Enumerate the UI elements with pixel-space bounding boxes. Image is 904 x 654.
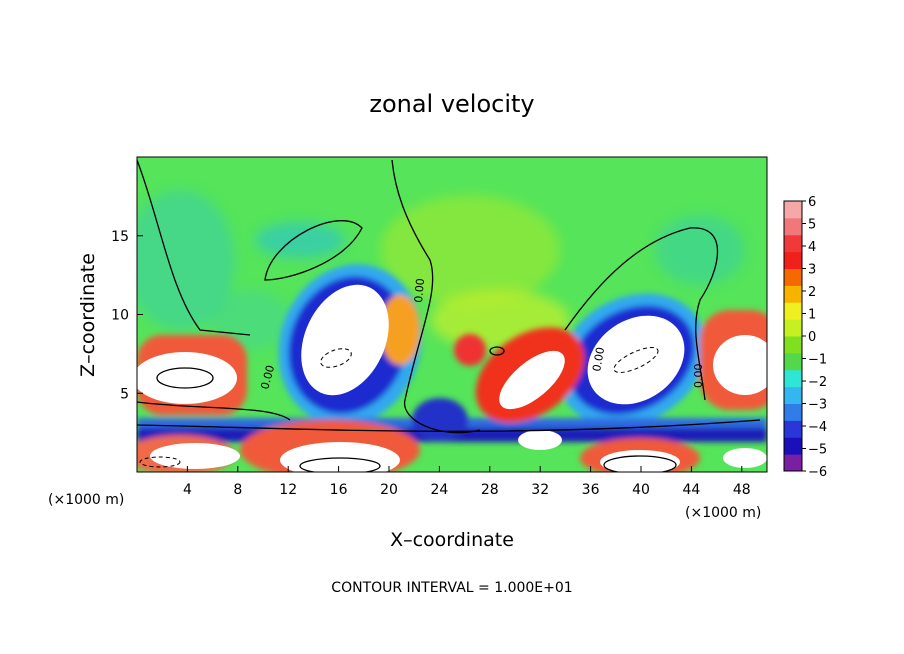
dashed-contours (139, 347, 659, 468)
colorbar-segment (784, 336, 802, 354)
x-tick-label: 44 (682, 482, 700, 498)
colorbar-tick-label: 0 (808, 330, 816, 345)
colorbar-segment (784, 234, 802, 253)
x-tick-label: 32 (531, 482, 549, 498)
x-tick-label: 40 (632, 482, 650, 498)
x-tick-label: 36 (582, 482, 600, 498)
contour-lines (137, 159, 761, 472)
colorbar-tick-label: 2 (808, 285, 816, 300)
colorbar-segment (784, 437, 802, 455)
y-tick-label: 10 (111, 308, 129, 324)
colorbar-tick-label: 1 (808, 308, 816, 323)
contour-label: 0.00 (590, 346, 607, 372)
colorbar-segment (784, 352, 802, 371)
colorbar-segment (784, 251, 802, 269)
colorbar-segment (784, 201, 802, 219)
colorbar-segment (784, 302, 802, 320)
contour-label: 0.00 (692, 364, 705, 389)
x-tick-label: 24 (430, 482, 448, 498)
contour-interval-note: CONTOUR INTERVAL = 1.000E+01 (331, 580, 572, 596)
colorbar-tick-label: −6 (808, 465, 827, 480)
colorbar-tick-label: −3 (808, 398, 827, 413)
colorbar-segment (784, 420, 802, 438)
colorbar-tick-label: 4 (808, 240, 816, 255)
colorbar-ticks: 6 5 4 3 2 1 0 −1 −2 −3 −4 −5 −6 (802, 195, 827, 480)
colorbar-segment (784, 454, 802, 472)
y-tick-label: 15 (111, 229, 129, 245)
colorbar-tick-label: −1 (808, 353, 827, 368)
colorbar-tick-label: −4 (808, 420, 827, 435)
y-tick-label: 5 (120, 386, 129, 402)
y-axis-ticks: 5 10 15 (111, 229, 143, 402)
contour-label: 0.00 (412, 278, 427, 304)
colorbar-segment (784, 217, 802, 236)
colorbar-segment (784, 386, 802, 404)
x-axis-label: X–coordinate (390, 529, 514, 551)
colorbar-tick-label: 5 (808, 218, 816, 233)
colorbar-tick-label: −5 (808, 443, 827, 458)
chart-title: zonal velocity (369, 90, 534, 118)
x-tick-label: 28 (481, 482, 499, 498)
x-tick-label: 12 (279, 482, 297, 498)
x-unit-left: (×1000 m) (48, 492, 124, 508)
contour-label-group: 0.00 0.00 0.00 0.00 (258, 278, 705, 391)
x-tick-label: 4 (183, 482, 192, 498)
heatmap-field (137, 157, 767, 472)
colorbar-segment (784, 319, 802, 337)
x-tick-label: 16 (330, 482, 348, 498)
colorbar-segment (784, 369, 802, 388)
x-unit-right: (×1000 m) (685, 505, 761, 521)
colorbar-segment (784, 285, 802, 303)
saturated-regions (137, 284, 767, 472)
x-axis-ticks: 4 8 12 16 20 24 28 32 36 40 44 48 (183, 466, 751, 498)
y-axis-label: Z–coordinate (77, 253, 99, 377)
x-tick-label: 8 (233, 482, 242, 498)
colorbar-tick-label: −2 (808, 375, 827, 390)
smooth-regions (137, 190, 745, 350)
x-tick-label: 20 (380, 482, 398, 498)
colorbar-segment (784, 403, 802, 421)
colorbar-tick-label: 6 (808, 195, 816, 210)
colorbar-segment (784, 268, 802, 286)
colorbar (783, 200, 803, 472)
x-tick-label: 48 (733, 482, 751, 498)
colorbar-tick-label: 3 (808, 263, 816, 278)
contour-label: 0.00 (258, 364, 277, 391)
